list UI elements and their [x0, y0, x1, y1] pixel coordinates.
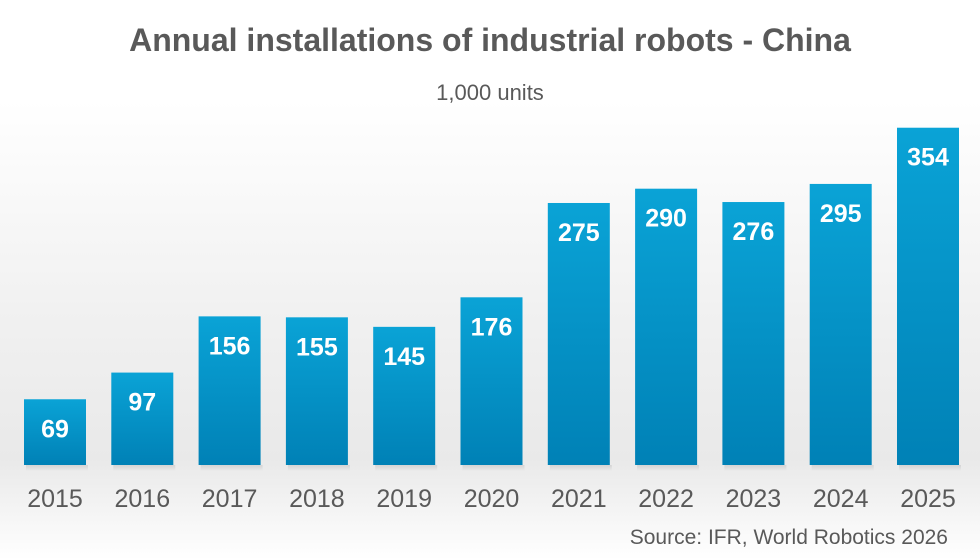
data-label-2024: 295 [820, 200, 862, 228]
data-label-2016: 97 [128, 389, 156, 417]
x-tick-label-2024: 2024 [813, 485, 869, 513]
data-label-2017: 156 [209, 332, 251, 360]
x-tick-label-2019: 2019 [376, 485, 432, 513]
bar-2018 [285, 317, 348, 465]
bar-shadow [26, 465, 88, 471]
bar-shadow [899, 465, 961, 471]
x-tick-label-2015: 2015 [27, 485, 83, 513]
x-tick-label-2021: 2021 [551, 485, 607, 513]
x-tick-label-2017: 2017 [202, 485, 258, 513]
data-label-2018: 155 [296, 333, 338, 361]
x-axis-ticks: 2015 2016 2017 2018 2019 2020 2021 2022 2023 2024… [27, 485, 956, 513]
bar-2021 [547, 202, 610, 465]
data-label-2023: 276 [733, 218, 775, 246]
data-label-2022: 290 [645, 205, 687, 233]
data-label-2015: 69 [41, 415, 69, 443]
bar-2024 [809, 183, 872, 466]
bar-shadow [287, 465, 350, 471]
chart-subtitle: 1,000 units [436, 80, 544, 105]
bar-2025 [897, 127, 959, 465]
bar-shadow [375, 465, 438, 471]
bar-2023 [722, 202, 785, 466]
bar-2020 [460, 297, 523, 465]
bar-2022 [635, 188, 698, 465]
bar-shadow [113, 465, 176, 471]
bar-shadow [200, 465, 263, 471]
data-labels-layer: 69 97 156 155 145 176 275 290 276 295 354 [41, 144, 949, 444]
bar-2016 [111, 372, 174, 465]
data-label-2021: 275 [558, 219, 600, 247]
x-tick-label-2018: 2018 [289, 485, 345, 513]
x-tick-label-2025: 2025 [900, 485, 956, 513]
x-tick-label-2020: 2020 [464, 485, 520, 513]
source-note: Source: IFR, World Robotics 2026 [629, 526, 948, 549]
bar-2017 [198, 316, 261, 465]
bar-2015 [24, 399, 86, 465]
x-tick-label-2023: 2023 [726, 485, 782, 513]
data-label-2020: 176 [471, 313, 513, 341]
x-tick-label-2016: 2016 [114, 485, 170, 513]
bar-shadow [549, 465, 612, 471]
bar-2019 [373, 326, 436, 465]
chart-title: Annual installations of industrial robot… [129, 22, 851, 58]
bars-layer [24, 127, 961, 471]
bar-shadow [811, 465, 874, 471]
bar-shadow [724, 465, 787, 471]
data-label-2025: 354 [907, 144, 949, 172]
bar-shadow [462, 465, 525, 471]
bar-shadow [637, 465, 700, 471]
x-tick-label-2022: 2022 [638, 485, 694, 513]
data-label-2019: 145 [383, 343, 425, 371]
